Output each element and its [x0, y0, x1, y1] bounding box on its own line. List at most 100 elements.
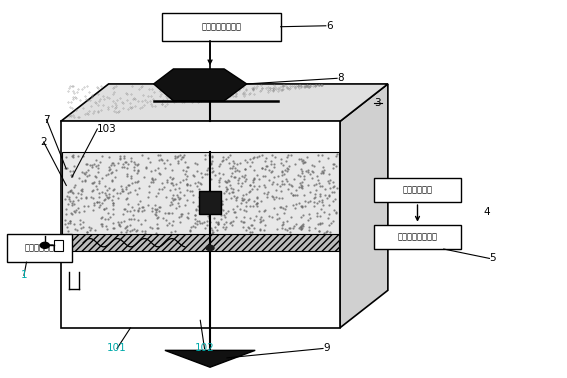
Point — [244, 189, 253, 195]
Point — [180, 192, 189, 198]
Point — [79, 170, 88, 176]
Point — [238, 223, 247, 229]
Point — [191, 180, 200, 186]
Point — [134, 185, 143, 191]
Point — [297, 184, 306, 190]
Point — [269, 180, 278, 186]
Point — [229, 218, 238, 224]
Point — [108, 187, 117, 194]
Point — [67, 172, 77, 178]
Point — [98, 189, 107, 195]
Point — [214, 219, 223, 225]
Point — [214, 170, 223, 176]
Point — [235, 160, 244, 166]
Point — [97, 223, 106, 229]
Point — [277, 172, 286, 178]
Point — [66, 198, 75, 204]
Point — [171, 197, 180, 203]
Point — [297, 158, 306, 164]
Point — [145, 224, 154, 230]
Point — [280, 206, 289, 212]
Point — [133, 168, 142, 174]
Point — [189, 223, 198, 229]
Point — [93, 169, 102, 175]
Point — [246, 203, 255, 209]
Point — [224, 160, 233, 166]
Point — [88, 187, 97, 194]
Point — [288, 192, 297, 198]
Point — [64, 228, 73, 234]
Point — [148, 178, 157, 184]
Point — [87, 194, 96, 200]
Point — [173, 194, 182, 200]
Point — [215, 161, 224, 167]
Point — [306, 189, 315, 195]
Point — [153, 221, 162, 227]
Point — [150, 206, 159, 212]
Point — [94, 190, 103, 196]
Point — [202, 218, 211, 224]
Point — [295, 180, 304, 186]
Point — [249, 183, 259, 189]
Point — [261, 173, 270, 179]
Point — [177, 213, 186, 219]
Point — [112, 190, 121, 196]
Point — [244, 225, 253, 231]
Point — [88, 195, 98, 201]
Point — [303, 169, 312, 175]
Point — [329, 206, 338, 212]
Point — [168, 218, 177, 224]
Point — [191, 216, 200, 222]
Point — [129, 207, 138, 213]
Point — [221, 210, 230, 216]
Point — [97, 153, 106, 159]
Point — [272, 216, 281, 222]
Point — [129, 159, 138, 165]
Point — [129, 164, 138, 170]
Point — [108, 160, 117, 166]
Point — [68, 168, 77, 174]
Point — [134, 201, 143, 207]
Point — [246, 229, 255, 235]
Point — [153, 206, 162, 212]
Point — [163, 179, 172, 185]
Point — [316, 194, 325, 200]
Point — [245, 155, 254, 161]
Point — [218, 171, 227, 177]
Point — [105, 185, 114, 191]
Point — [171, 181, 180, 187]
Point — [250, 175, 259, 181]
Point — [121, 159, 130, 165]
Point — [278, 205, 287, 211]
Point — [255, 153, 264, 159]
Point — [167, 201, 176, 207]
Point — [303, 199, 312, 205]
Point — [328, 161, 337, 167]
Point — [204, 152, 213, 158]
Point — [286, 229, 295, 235]
Point — [205, 215, 214, 221]
Point — [183, 210, 192, 216]
Point — [317, 197, 326, 203]
Point — [207, 169, 216, 175]
Point — [97, 221, 106, 227]
Point — [135, 205, 144, 211]
Point — [215, 175, 225, 181]
Point — [260, 222, 269, 228]
Point — [201, 156, 210, 162]
Circle shape — [206, 245, 214, 251]
Point — [240, 156, 249, 163]
Point — [150, 176, 159, 182]
Point — [143, 155, 152, 161]
Bar — [62, 152, 339, 235]
Point — [152, 209, 161, 215]
Point — [105, 194, 114, 200]
Point — [62, 211, 71, 217]
Point — [324, 180, 333, 186]
Text: 101: 101 — [107, 344, 127, 353]
Point — [85, 161, 94, 167]
Point — [113, 160, 122, 166]
Point — [243, 197, 252, 203]
Point — [287, 183, 297, 189]
Point — [174, 200, 183, 206]
